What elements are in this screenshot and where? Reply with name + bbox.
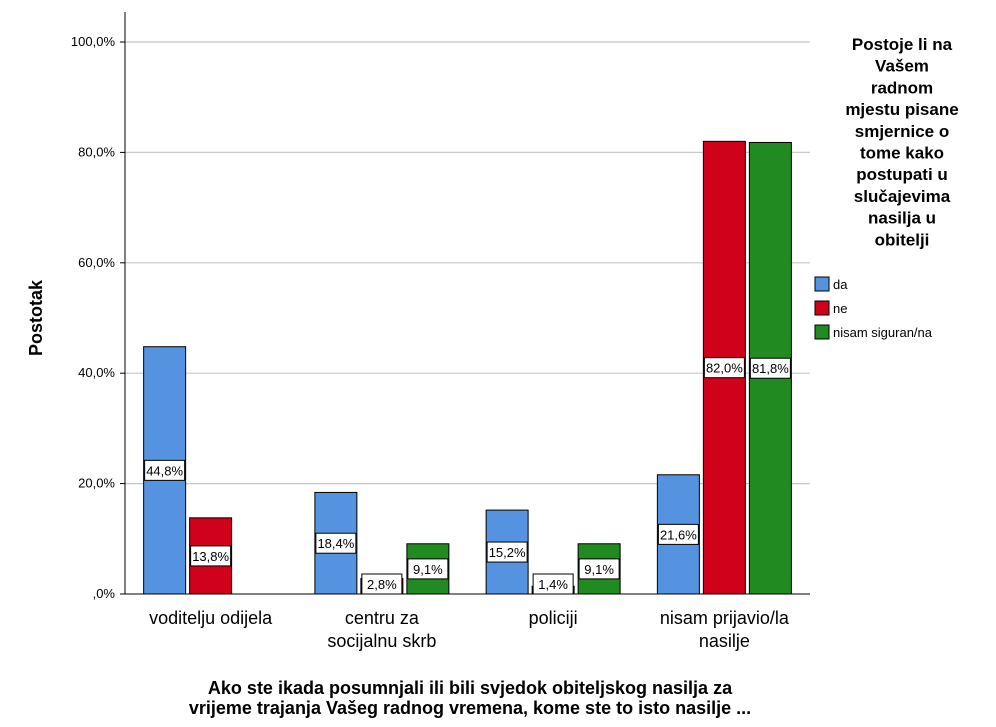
data-label-box: [407, 558, 449, 580]
legend-label: ne: [833, 301, 847, 316]
x-category-label: nisam prijavio/la: [660, 608, 790, 628]
legend-title: mjestu pisane: [845, 100, 958, 119]
data-label: 9,1%: [584, 562, 614, 577]
data-label: 1,4%: [538, 577, 568, 592]
x-category-label: policiji: [529, 608, 578, 628]
legend-title: Postoje li na: [852, 35, 953, 54]
data-label: 21,6%: [660, 527, 697, 542]
data-label-box: [578, 558, 620, 580]
x-axis-title: Ako ste ikada posumnjali ili bili svjedo…: [208, 678, 733, 698]
data-label-box: [486, 541, 528, 563]
x-category-label: socijalnu skrb: [327, 631, 436, 651]
data-label: 13,8%: [192, 549, 229, 564]
data-label: 9,1%: [413, 562, 443, 577]
y-tick-label: 20,0%: [78, 476, 115, 491]
data-label: 44,8%: [146, 463, 183, 478]
legend-label: nisam siguran/na: [833, 325, 933, 340]
legend-swatch: [814, 324, 830, 340]
data-label-box: [532, 573, 574, 595]
data-label-box: [144, 459, 186, 481]
y-axis-title: Postotak: [26, 279, 46, 356]
y-tick-label: 40,0%: [78, 365, 115, 380]
y-tick-label: 80,0%: [78, 144, 115, 159]
data-label-box: [749, 357, 791, 379]
x-category-label: centru za: [345, 608, 420, 628]
legend-title: smjernice o: [855, 122, 950, 141]
x-category-label: voditelju odijela: [149, 608, 273, 628]
y-tick-label: ,0%: [93, 586, 116, 601]
legend-title: obitelji: [875, 230, 930, 249]
x-axis-title: vrijeme trajanja Vašeg radnog vremena, k…: [189, 698, 751, 718]
data-label: 81,8%: [752, 361, 789, 376]
data-label: 15,2%: [489, 545, 526, 560]
x-category-label: nasilje: [699, 631, 750, 651]
data-label: 18,4%: [317, 536, 354, 551]
legend-swatch: [814, 300, 830, 316]
legend-label: da: [833, 277, 848, 292]
data-label-box: [315, 532, 357, 554]
data-label-box: [190, 545, 232, 567]
legend-title: Vašem: [875, 57, 929, 76]
data-label-box: [361, 573, 403, 595]
data-label-box: [657, 523, 699, 545]
legend-swatch: [814, 276, 830, 292]
data-label: 82,0%: [706, 361, 743, 376]
legend-title: radnom: [871, 78, 933, 97]
data-label-box: [703, 357, 745, 379]
y-tick-label: 60,0%: [78, 255, 115, 270]
legend-title: postupati u: [856, 165, 948, 184]
legend-title: slučajevima: [854, 187, 951, 206]
y-tick-label: 100,0%: [71, 34, 116, 49]
legend-title: nasilja u: [868, 209, 936, 228]
legend-title: tome kako: [860, 144, 944, 163]
data-label: 2,8%: [367, 577, 397, 592]
